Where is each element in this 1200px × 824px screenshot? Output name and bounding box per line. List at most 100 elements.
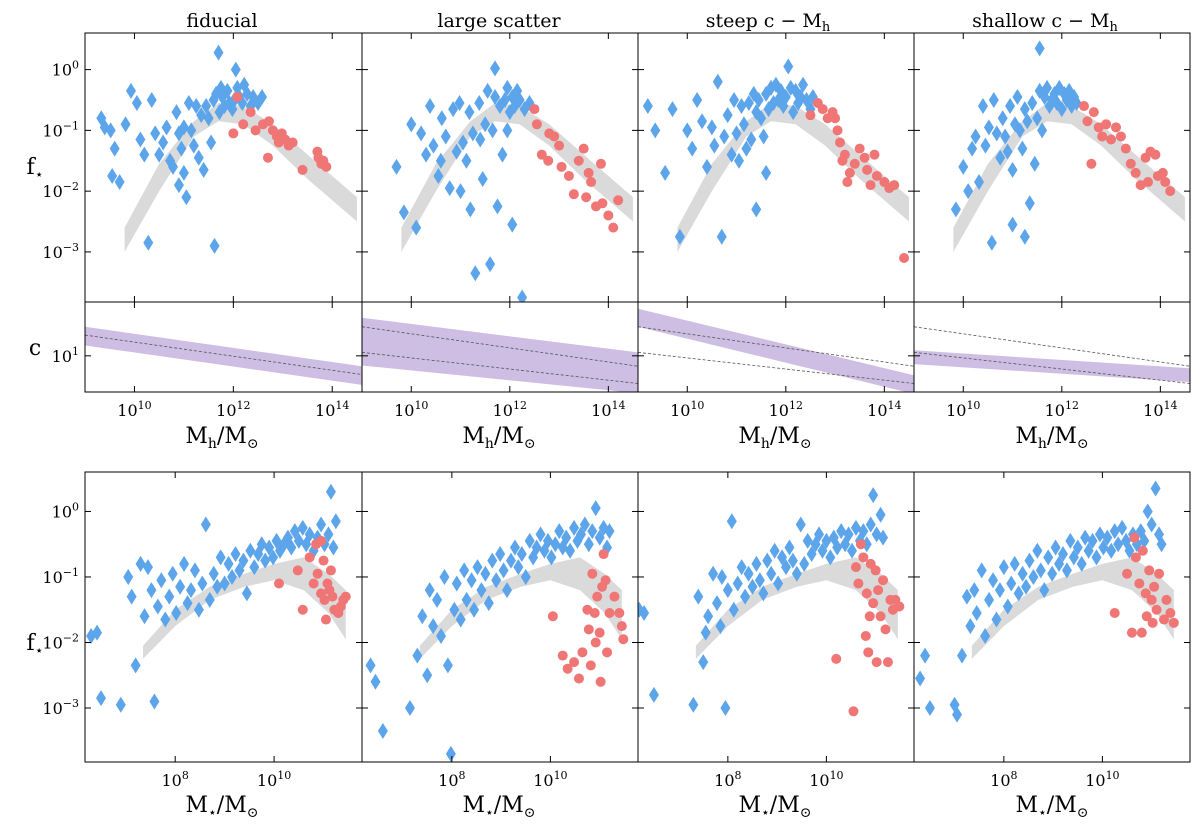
x-tick-label: 1010 xyxy=(533,769,567,790)
massive-galaxy-point xyxy=(583,167,594,178)
massive-galaxy-point xyxy=(842,177,853,188)
concentration-band xyxy=(638,308,914,392)
dwarf-galaxy-point xyxy=(158,134,169,151)
dwarf-galaxy-point xyxy=(1019,228,1030,245)
massive-galaxy-point xyxy=(864,611,875,622)
dwarf-galaxy-point xyxy=(1028,568,1039,585)
x-label-mh-3: Mh/M⊙ xyxy=(738,424,811,452)
dwarf-galaxy-point xyxy=(1029,155,1040,172)
dwarf-galaxy-point xyxy=(198,161,209,178)
massive-galaxy-point xyxy=(578,143,589,154)
x-tick-label: 1010 xyxy=(1085,769,1119,790)
dwarf-galaxy-point xyxy=(754,572,765,589)
dwarf-galaxy-point xyxy=(1047,565,1058,582)
dwarf-galaxy-point xyxy=(219,575,230,592)
dwarf-galaxy-point xyxy=(191,98,202,115)
dwarf-galaxy-point xyxy=(736,98,747,115)
concentration-band xyxy=(85,326,362,385)
y-label-fstar-top: f⋆ xyxy=(27,155,44,183)
y-tick-label: 10−1 xyxy=(42,566,79,587)
dwarf-galaxy-point xyxy=(513,559,524,576)
dwarf-galaxy-point xyxy=(1009,555,1020,572)
massive-galaxy-point xyxy=(848,706,859,717)
massive-galaxy-point xyxy=(1101,119,1112,130)
dwarf-galaxy-point xyxy=(732,575,743,592)
dwarf-galaxy-point xyxy=(186,582,197,599)
dwarf-galaxy-point xyxy=(836,523,847,540)
dwarf-galaxy-point xyxy=(188,137,199,154)
dwarf-galaxy-point xyxy=(440,128,451,145)
dwarf-galaxy-point xyxy=(432,591,443,608)
dwarf-galaxy-point xyxy=(1146,516,1157,533)
dwarf-galaxy-point xyxy=(502,79,513,96)
dwarf-galaxy-point xyxy=(212,578,223,595)
massive-galaxy-point xyxy=(603,210,614,221)
dwarf-galaxy-point xyxy=(802,532,813,549)
y-tick-label: 10−1 xyxy=(42,119,79,140)
dwarf-galaxy-point xyxy=(197,575,208,592)
dwarf-galaxy-point xyxy=(1068,549,1079,566)
massive-galaxy-point xyxy=(547,611,558,622)
dwarf-galaxy-point xyxy=(1002,143,1013,160)
x-label-mh-2: Mh/M⊙ xyxy=(462,424,535,452)
massive-galaxy-point xyxy=(849,158,860,169)
panel-concentration_vs_mhalo-3: 1010 1012 1014 xyxy=(637,301,915,420)
dwarf-galaxy-point xyxy=(436,627,447,644)
panel-fstar_vs_mhalo-3 xyxy=(637,32,915,303)
dwarf-galaxy-point xyxy=(1000,128,1011,145)
massive-galaxy-point xyxy=(563,170,574,181)
dwarf-galaxy-point xyxy=(257,88,268,105)
dwarf-galaxy-point xyxy=(780,88,791,105)
panel-fstar_vs_mstar-3: 108 1010 xyxy=(637,471,915,790)
dwarf-galaxy-point xyxy=(412,647,423,664)
dwarf-galaxy-point xyxy=(495,546,506,563)
dwarf-galaxy-point xyxy=(806,546,817,563)
dwarf-galaxy-point xyxy=(234,562,245,579)
massive-galaxy-point xyxy=(1078,101,1089,112)
dwarf-galaxy-point xyxy=(751,555,762,572)
massive-galaxy-point xyxy=(1160,177,1171,188)
x-tick-label: 108 xyxy=(438,769,465,790)
dwarf-galaxy-point xyxy=(795,516,806,533)
dwarf-galaxy-point xyxy=(1043,549,1054,566)
dwarf-galaxy-point xyxy=(459,562,470,579)
concentration-band xyxy=(914,350,1190,383)
dwarf-galaxy-point xyxy=(736,559,747,576)
dwarf-galaxy-point xyxy=(787,552,798,569)
dwarf-galaxy-point xyxy=(109,140,120,157)
y-tick-label: 10−2 xyxy=(42,180,79,201)
dwarf-galaxy-point xyxy=(289,523,300,540)
massive-galaxy-point xyxy=(292,565,303,576)
x-label-mstar-row: M⋆/M⊙ M⋆/M⊙ M⋆/M⊙ M⋆/M⊙ xyxy=(186,793,1089,821)
dwarf-galaxy-point xyxy=(1017,565,1028,582)
dwarf-galaxy-point xyxy=(697,113,708,130)
dwarf-galaxy-point xyxy=(700,624,711,641)
dwarf-galaxy-point xyxy=(720,700,731,717)
dwarf-galaxy-point xyxy=(766,565,777,582)
dwarf-galaxy-point xyxy=(517,289,528,302)
dwarf-galaxy-point xyxy=(499,91,510,108)
dwarf-galaxy-point xyxy=(249,559,260,576)
x-tick-label: 1012 xyxy=(216,399,250,420)
dwarf-galaxy-point xyxy=(241,585,252,602)
dwarf-galaxy-point xyxy=(260,552,271,569)
dwarf-galaxy-point xyxy=(461,591,472,608)
massive-galaxy-point xyxy=(262,152,273,163)
dwarf-galaxy-point xyxy=(674,228,685,245)
dwarf-galaxy-point xyxy=(988,572,999,589)
dwarf-galaxy-point xyxy=(817,542,828,559)
dwarf-galaxy-point xyxy=(186,122,197,139)
dwarf-galaxy-point xyxy=(1035,562,1046,579)
dwarf-galaxy-point xyxy=(215,79,226,96)
dwarf-galaxy-point xyxy=(991,125,1002,142)
dwarf-galaxy-point xyxy=(149,693,160,710)
dwarf-galaxy-point xyxy=(963,183,974,200)
x-tick-label: 1010 xyxy=(394,399,428,420)
massive-galaxy-point xyxy=(1161,594,1172,605)
massive-galaxy-point xyxy=(604,608,615,619)
massive-galaxy-point xyxy=(569,657,580,668)
dwarf-galaxy-point xyxy=(146,91,157,108)
dwarf-galaxy-point xyxy=(1037,122,1048,139)
dwarf-galaxy-point xyxy=(120,116,131,133)
dwarf-galaxy-point xyxy=(716,228,727,245)
